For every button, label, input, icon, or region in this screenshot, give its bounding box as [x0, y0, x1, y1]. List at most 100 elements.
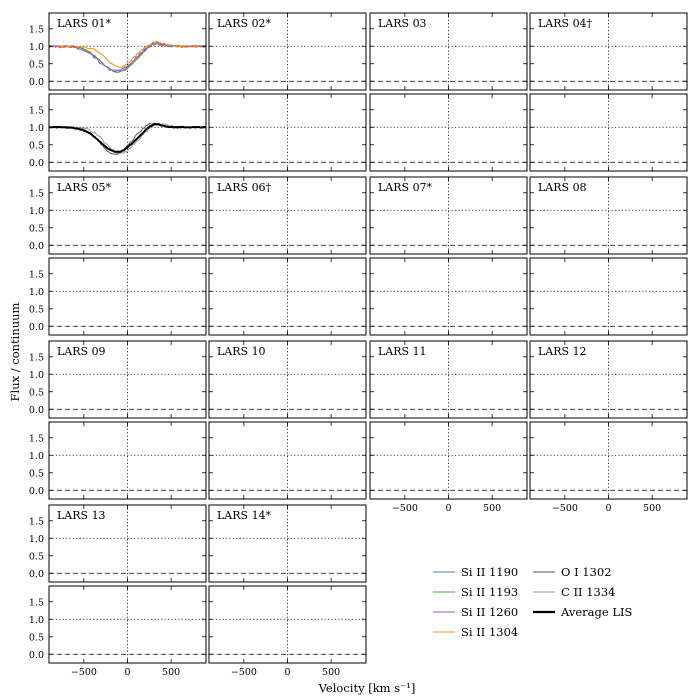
o-i-1302-line: [209, 452, 366, 491]
panel-si-ii: LARS 11: [369, 340, 528, 419]
panel-title: LARS 10: [217, 345, 266, 358]
c-ii-1334-line: [209, 118, 366, 156]
panel-average: 0.0 0.5 1.0 1.5: [29, 257, 207, 336]
c-ii-1334-line: [530, 454, 687, 483]
panel-si-ii: LARS 06†: [208, 176, 367, 255]
y-tick-label: 0.0: [29, 158, 44, 169]
y-tick-label: 0.0: [29, 650, 44, 661]
y-tick-label: 0.5: [29, 551, 44, 562]
average-lis-line: [370, 455, 527, 483]
panel-si-ii: 0.0 0.5 1.0 1.5 LARS 09: [29, 340, 207, 419]
panel-average: −500 0 500: [369, 421, 528, 514]
panel-average: [529, 93, 688, 172]
o-i-1302-line: [370, 124, 527, 163]
panel-title: LARS 04†: [538, 17, 593, 30]
y-tick-label: 1.0: [29, 42, 44, 53]
panel-average: [369, 93, 528, 172]
panel-si-ii: 0.0 0.5 1.0 1.5 LARS 01*: [29, 12, 207, 91]
panel-average: [369, 257, 528, 336]
panel-si-ii: LARS 03: [369, 12, 528, 91]
y-tick-label: 1.5: [29, 24, 44, 35]
legend-entry: Si II 1260: [433, 605, 518, 619]
si-ii-1193-line: [530, 373, 687, 401]
x-tick-label: −500: [552, 503, 578, 514]
y-tick-label: 0.0: [29, 241, 44, 252]
panel-title: LARS 07*: [378, 181, 433, 194]
y-tick-label: 1.0: [29, 370, 44, 381]
y-tick-label: 1.5: [29, 433, 44, 444]
y-tick-label: 1.0: [29, 287, 44, 298]
legend-label: Average LIS: [560, 605, 632, 619]
o-i-1302-line: [530, 289, 687, 326]
o-i-1302-line: [530, 453, 687, 484]
panel-average: [529, 257, 688, 336]
panel-si-ii: LARS 14*: [208, 504, 367, 583]
y-tick-label: 0.0: [29, 569, 44, 580]
si-ii-1193-line: [49, 208, 206, 239]
legend-entry: Si II 1190: [433, 565, 518, 579]
legend: Si II 1190 Si II 1193 Si II 1260 Si II 1304…: [433, 565, 632, 639]
panel-grid: 0.0 0.5 1.0 1.5 LARS 01* 0.0 0.5 1.0 1.5 LARS 02*…: [29, 12, 688, 678]
y-tick-label: 1.5: [29, 188, 44, 199]
panel-title: LARS 05*: [57, 181, 112, 194]
x-tick-label: −500: [231, 667, 257, 678]
si-ii-1190-line: [370, 373, 527, 401]
panel-title: LARS 11: [378, 345, 427, 358]
legend-entry: Si II 1304: [433, 625, 518, 639]
y-tick-label: 1.5: [29, 352, 44, 363]
panel-average: [208, 257, 367, 336]
panel-title: LARS 09: [57, 345, 106, 358]
y-tick-label: 0.0: [29, 322, 44, 333]
panel-title: LARS 14*: [217, 509, 272, 522]
y-tick-label: 0.5: [29, 387, 44, 398]
panel-title: LARS 13: [57, 509, 106, 522]
y-tick-label: 1.5: [29, 516, 44, 527]
x-tick-label: 500: [322, 667, 340, 678]
panel-si-ii: LARS 07*: [369, 176, 528, 255]
panel-average: 0.0 0.5 1.0 1.5: [29, 421, 207, 500]
si-ii-1190-line: [49, 208, 206, 238]
y-tick-label: 1.0: [29, 615, 44, 626]
x-tick-label: 500: [483, 503, 501, 514]
panel-average: −500 0 500: [529, 421, 688, 514]
panel-title: LARS 01*: [57, 17, 112, 30]
legend-label: C II 1334: [561, 585, 615, 599]
y-tick-label: 1.0: [29, 123, 44, 134]
y-tick-label: 0.0: [29, 77, 44, 88]
panel-si-ii: LARS 12: [529, 340, 688, 419]
y-tick-label: 0.5: [29, 632, 44, 643]
x-tick-label: 0: [284, 667, 290, 678]
si-ii-1260-line: [49, 208, 206, 238]
legend-entry: Si II 1193: [433, 585, 518, 599]
panel-title: LARS 02*: [217, 17, 272, 30]
panel-si-ii: 0.0 0.5 1.0 1.5 LARS 05*: [29, 176, 207, 255]
panel-average: 0.0 0.5 1.0 1.5 −500 0 500: [29, 585, 207, 678]
y-tick-label: 1.5: [29, 105, 44, 116]
y-tick-label: 1.5: [29, 269, 44, 280]
legend-entry: Average LIS: [533, 605, 632, 619]
legend-label: O I 1302: [561, 565, 612, 579]
legend-label: Si II 1260: [461, 605, 518, 619]
average-lis-line: [49, 618, 206, 640]
panel-average: [208, 93, 367, 172]
x-tick-label: 500: [643, 503, 661, 514]
panel-si-ii: 0.0 0.5 1.0 1.5 LARS 13: [29, 504, 207, 583]
c-ii-1334-line: [370, 454, 527, 485]
panel-title: LARS 08: [538, 181, 587, 194]
x-tick-label: −500: [71, 667, 97, 678]
si-ii-1260-line: [530, 44, 687, 78]
y-tick-label: 0.5: [29, 304, 44, 315]
panel-si-ii: LARS 04†: [529, 12, 688, 91]
panel-average: −500 0 500: [208, 585, 367, 678]
si-ii-1260-line: [49, 373, 206, 407]
si-ii-1190-line: [530, 373, 687, 401]
panel-title: LARS 03: [378, 17, 427, 30]
x-tick-label: 0: [124, 667, 130, 678]
si-ii-1190-line: [49, 373, 206, 407]
x-tick-label: 0: [445, 503, 451, 514]
legend-label: Si II 1190: [461, 565, 518, 579]
y-tick-label: 0.0: [29, 405, 44, 416]
panel-average: 0.0 0.5 1.0 1.5: [29, 93, 207, 172]
o-i-1302-line: [209, 289, 366, 318]
